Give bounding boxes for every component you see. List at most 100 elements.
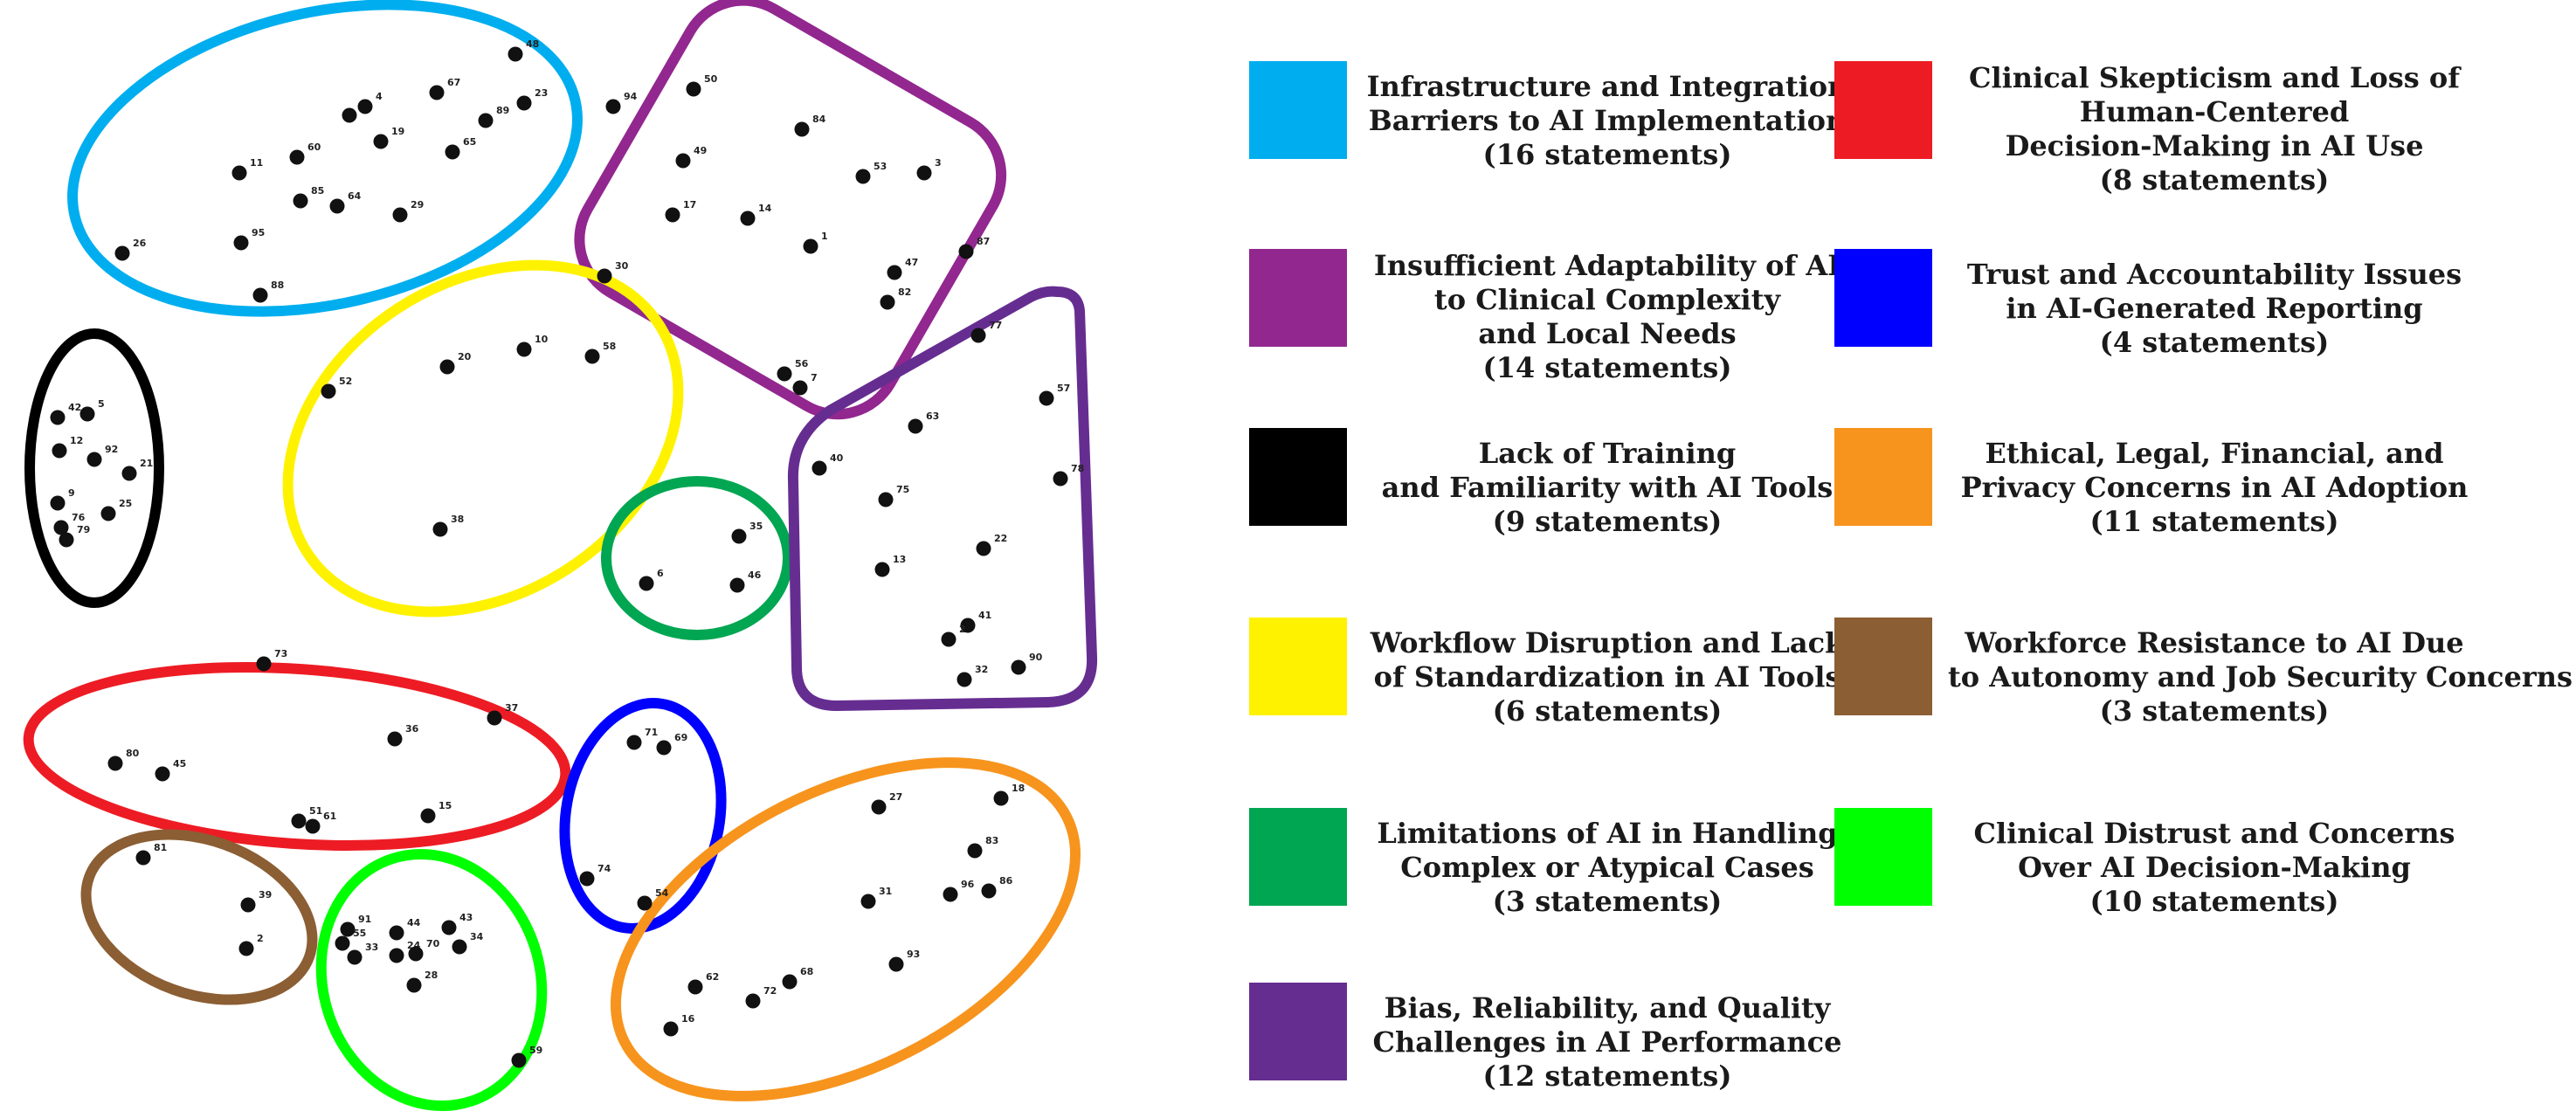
legend-swatch bbox=[1834, 61, 1932, 159]
point-92-33 bbox=[86, 452, 102, 467]
legend-label: Ethical, Legal, Financial, and Privacy Co… bbox=[1948, 437, 2481, 539]
legend-label-line: Challenges in AI Performance bbox=[1372, 1025, 1842, 1059]
legend-item-cluster-7: Clinical Skepticism and Loss of Human-Cen… bbox=[1826, 0, 2472, 197]
point-label: 1 bbox=[821, 231, 828, 242]
point-21-34 bbox=[121, 466, 137, 481]
point-label: 35 bbox=[749, 521, 763, 532]
point-72-81 bbox=[745, 993, 761, 1009]
point-label: 50 bbox=[704, 73, 718, 85]
point-30-39 bbox=[597, 268, 612, 284]
point-label: 94 bbox=[624, 91, 638, 102]
point-48-0 bbox=[508, 46, 523, 62]
point-40-51 bbox=[811, 460, 827, 476]
point-label: 32 bbox=[975, 664, 988, 675]
point-58-42 bbox=[584, 349, 600, 364]
point-83-74 bbox=[967, 843, 983, 859]
point-28-94 bbox=[406, 977, 422, 993]
legend-label-line: Privacy Concerns in AI Adoption bbox=[1960, 471, 2469, 504]
point-1-24 bbox=[803, 238, 818, 254]
point-label: 75 bbox=[896, 484, 909, 495]
point-label: 95 bbox=[252, 227, 265, 238]
point-label: 19 bbox=[391, 126, 404, 137]
point-label: 5 bbox=[98, 398, 105, 410]
point-49-19 bbox=[675, 153, 691, 169]
point-label: 21 bbox=[140, 458, 153, 469]
point-27-72 bbox=[871, 799, 887, 815]
legend-item-cluster-3: Lack of Training and Familiarity with AI … bbox=[1240, 367, 1887, 538]
legend-swatch bbox=[1834, 808, 1932, 906]
point-label: 27 bbox=[889, 791, 902, 803]
point-label: 55 bbox=[353, 928, 366, 939]
point-label: 59 bbox=[529, 1045, 542, 1056]
legend-swatch bbox=[1249, 61, 1347, 159]
legend-item-cluster-10: Workforce Resistance to AI Due to Autonom… bbox=[1826, 556, 2573, 728]
point-label: 6 bbox=[657, 568, 664, 579]
legend-label-line: Human-Centered bbox=[2079, 95, 2350, 128]
point-26-13 bbox=[114, 245, 130, 261]
point-label: 63 bbox=[926, 411, 939, 422]
point-7-29 bbox=[792, 380, 808, 396]
point-62-80 bbox=[687, 979, 703, 995]
point-41-56 bbox=[960, 618, 976, 633]
point-label: 45 bbox=[173, 758, 186, 769]
point-label: 39 bbox=[259, 889, 272, 901]
point-2-85 bbox=[238, 941, 254, 956]
point-91-86 bbox=[340, 921, 356, 937]
point-82-27 bbox=[880, 294, 895, 310]
point-label: 22 bbox=[994, 533, 1007, 544]
cluster-outline-6 bbox=[787, 286, 1098, 712]
point-label: 86 bbox=[999, 875, 1013, 887]
point-label: 52 bbox=[339, 376, 352, 387]
legend-label: Bias, Reliability, and Quality Challenges… bbox=[1363, 991, 1852, 1094]
point-label: 46 bbox=[748, 569, 762, 581]
point-label: 70 bbox=[426, 938, 440, 949]
point-55-87 bbox=[335, 935, 350, 951]
legend-label-line: (14 statements) bbox=[1482, 351, 1732, 384]
point-5-31 bbox=[79, 406, 95, 422]
point-label: 30 bbox=[615, 260, 629, 272]
point-88-14 bbox=[252, 287, 268, 303]
point-label: 57 bbox=[1057, 383, 1070, 394]
point-56-28 bbox=[777, 366, 792, 382]
point-label: 62 bbox=[706, 971, 719, 983]
point-label: 91 bbox=[358, 914, 371, 925]
point-label: 42 bbox=[68, 402, 81, 413]
point-20-40 bbox=[439, 359, 455, 375]
legend-label-line: Workforce Resistance to AI Due bbox=[1965, 626, 2464, 659]
legend-label-line: Over AI Decision-Making bbox=[2018, 851, 2411, 884]
legend-label-line: (12 statements) bbox=[1482, 1059, 1732, 1093]
legend-label-line: Trust and Accountability Issues bbox=[1966, 258, 2462, 291]
point-label: 78 bbox=[1071, 463, 1084, 474]
point-70-91 bbox=[408, 946, 424, 962]
legend-swatch bbox=[1834, 618, 1932, 715]
point-label: 88 bbox=[271, 280, 284, 291]
point-label: 38 bbox=[451, 514, 464, 525]
point-label: 15 bbox=[439, 800, 452, 811]
point-29-11 bbox=[392, 207, 408, 223]
point-38-44 bbox=[432, 521, 448, 537]
point-44-89 bbox=[389, 925, 404, 941]
point-42-30 bbox=[50, 410, 66, 425]
cluster-outline-1 bbox=[67, 0, 583, 317]
point-12-32 bbox=[52, 443, 67, 459]
point-34-93 bbox=[452, 939, 467, 955]
point-71-68 bbox=[626, 735, 642, 750]
point-50-16 bbox=[686, 81, 701, 97]
point-label: 61 bbox=[323, 811, 336, 822]
cluster-outline-9 bbox=[610, 757, 1081, 1101]
point-label: 37 bbox=[505, 702, 518, 714]
point-86-76 bbox=[981, 883, 997, 899]
point-label: 56 bbox=[795, 358, 809, 369]
legend-label: Limitations of AI in Handling Complex or … bbox=[1363, 817, 1852, 919]
legend-swatch bbox=[1249, 983, 1347, 1080]
point-80-63 bbox=[107, 756, 123, 771]
point-label: 58 bbox=[603, 341, 616, 352]
legend-swatch bbox=[1834, 428, 1932, 526]
point-label: 28 bbox=[425, 970, 438, 981]
point-63-50 bbox=[908, 418, 923, 434]
point-52-43 bbox=[321, 383, 336, 399]
point-label: 80 bbox=[126, 748, 140, 759]
point-label: 72 bbox=[763, 985, 777, 997]
legend-item-cluster-1: Infrastructure and Integration Barriers t… bbox=[1240, 0, 1887, 171]
